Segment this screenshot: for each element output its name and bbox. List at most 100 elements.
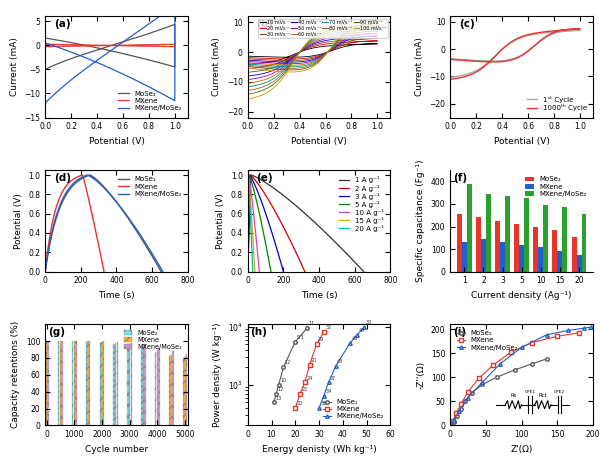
Bar (184, 357, 186, 425)
10 A g⁻¹ (248, 194, 255, 199)
1ˢᵗ Cycle (576, 27, 583, 33)
MXene (61, 185, 69, 190)
MoSe₂ (448, 422, 455, 427)
MoSe₂ (128, 53, 135, 58)
10 A g⁻¹ (256, 269, 263, 274)
1000ᵗʰ Cycle (510, 56, 518, 62)
MoSe₂ (151, 258, 158, 263)
MXene/MoSe₂ (160, 269, 167, 274)
100 mVs⁻¹ (311, 33, 318, 38)
3 A g⁻¹ (255, 191, 262, 196)
60 mVs⁻¹ (244, 60, 252, 66)
Bar (144, 345, 146, 425)
5 A g⁻¹ (259, 224, 266, 230)
Bar (467, 184, 472, 272)
Text: 10: 10 (280, 378, 287, 383)
MXene/MoSe₂ (565, 328, 572, 333)
50 mVs⁻¹ (244, 77, 252, 82)
MXene (105, 43, 113, 48)
MXene/MoSe₂ (543, 332, 550, 338)
1000ᵗʰ Cycle (576, 26, 583, 32)
Bar (129, 344, 131, 425)
Text: (b): (b) (256, 20, 273, 29)
MXene/MoSe₂ (353, 332, 361, 338)
Bar (457, 214, 462, 272)
5 A g⁻¹ (245, 172, 252, 178)
1000ᵗʰ Cycle (514, 36, 521, 41)
MoSe₂ (45, 247, 52, 252)
5 A g⁻¹ (252, 194, 259, 199)
MoSe₂ (458, 406, 465, 412)
100 mVs⁻¹ (350, 22, 358, 27)
50 mVs⁻¹ (290, 55, 297, 60)
Bar (500, 242, 505, 272)
MXene/MoSe₂ (128, 75, 135, 81)
1000ᵗʰ Cycle (553, 29, 560, 34)
100 mVs⁻¹ (308, 65, 315, 70)
MXene (313, 341, 320, 347)
10 A g⁻¹ (255, 266, 262, 271)
MXene (465, 389, 472, 394)
MXene/MoSe₂ (46, 238, 54, 243)
MXene (320, 329, 327, 335)
2 A g⁻¹ (244, 269, 252, 274)
Legend: MoSe₂, MXene, MXene/MoSe₂: MoSe₂, MXene, MXene/MoSe₂ (116, 174, 184, 200)
X-axis label: Time (s): Time (s) (301, 291, 337, 300)
MXene (475, 375, 482, 381)
Bar (495, 221, 500, 272)
15 A g⁻¹ (244, 172, 252, 178)
Line: 15 A g⁻¹: 15 A g⁻¹ (248, 175, 255, 272)
10 A g⁻¹ (244, 269, 252, 274)
MXene/MoSe₂ (147, 248, 154, 254)
70 mVs⁻¹ (308, 61, 315, 66)
20 mVs⁻¹ (290, 53, 297, 58)
90 mVs⁻¹ (244, 64, 252, 69)
1 A g⁻¹ (282, 194, 289, 199)
MoSe₂ (158, 269, 165, 274)
Text: (i): (i) (453, 327, 467, 337)
2 A g⁻¹ (297, 259, 304, 265)
Bar (73, 341, 75, 425)
30 mVs⁻¹ (362, 36, 369, 42)
Bar (543, 205, 548, 272)
MXene (554, 333, 561, 339)
MXene/MoSe₂ (320, 393, 327, 399)
Bar (155, 352, 157, 425)
MoSe₂ (479, 382, 486, 387)
30 mVs⁻¹ (311, 42, 318, 48)
20 mVs⁻¹ (308, 55, 315, 60)
MXene (45, 244, 52, 250)
20 mVs⁻¹ (374, 38, 381, 44)
MXene (108, 43, 116, 48)
70 mVs⁻¹ (330, 44, 337, 49)
10 A g⁻¹ (244, 172, 252, 178)
MXene (453, 411, 460, 416)
Bar (60, 341, 61, 425)
1 A g⁻¹ (252, 174, 259, 179)
MXene (529, 340, 536, 345)
20 A g⁻¹ (246, 194, 253, 199)
MXene/MoSe₂ (361, 324, 368, 330)
10 mVs⁻¹ (311, 45, 318, 51)
MoSe₂ (454, 413, 461, 418)
MoSe₂ (529, 361, 536, 366)
Line: MXene: MXene (294, 331, 326, 410)
Bar (131, 343, 132, 425)
Bar (141, 348, 143, 425)
15 A g⁻¹ (251, 266, 258, 271)
Text: 49: 49 (359, 328, 365, 333)
Line: MXene: MXene (450, 331, 580, 426)
1000ᵗʰ Cycle (533, 41, 540, 47)
MXene (575, 330, 582, 336)
15 A g⁻¹ (251, 269, 258, 274)
60 mVs⁻¹ (308, 60, 315, 65)
MXene/MoSe₂ (455, 408, 462, 414)
1 A g⁻¹ (316, 224, 323, 230)
MXene/MoSe₂ (332, 363, 340, 369)
5 A g⁻¹ (265, 259, 273, 265)
10 mVs⁻¹ (290, 52, 297, 57)
MoSe₂ (146, 249, 153, 254)
Line: 10 A g⁻¹: 10 A g⁻¹ (248, 175, 259, 272)
80 mVs⁻¹ (374, 23, 381, 28)
Text: (c): (c) (459, 20, 474, 29)
